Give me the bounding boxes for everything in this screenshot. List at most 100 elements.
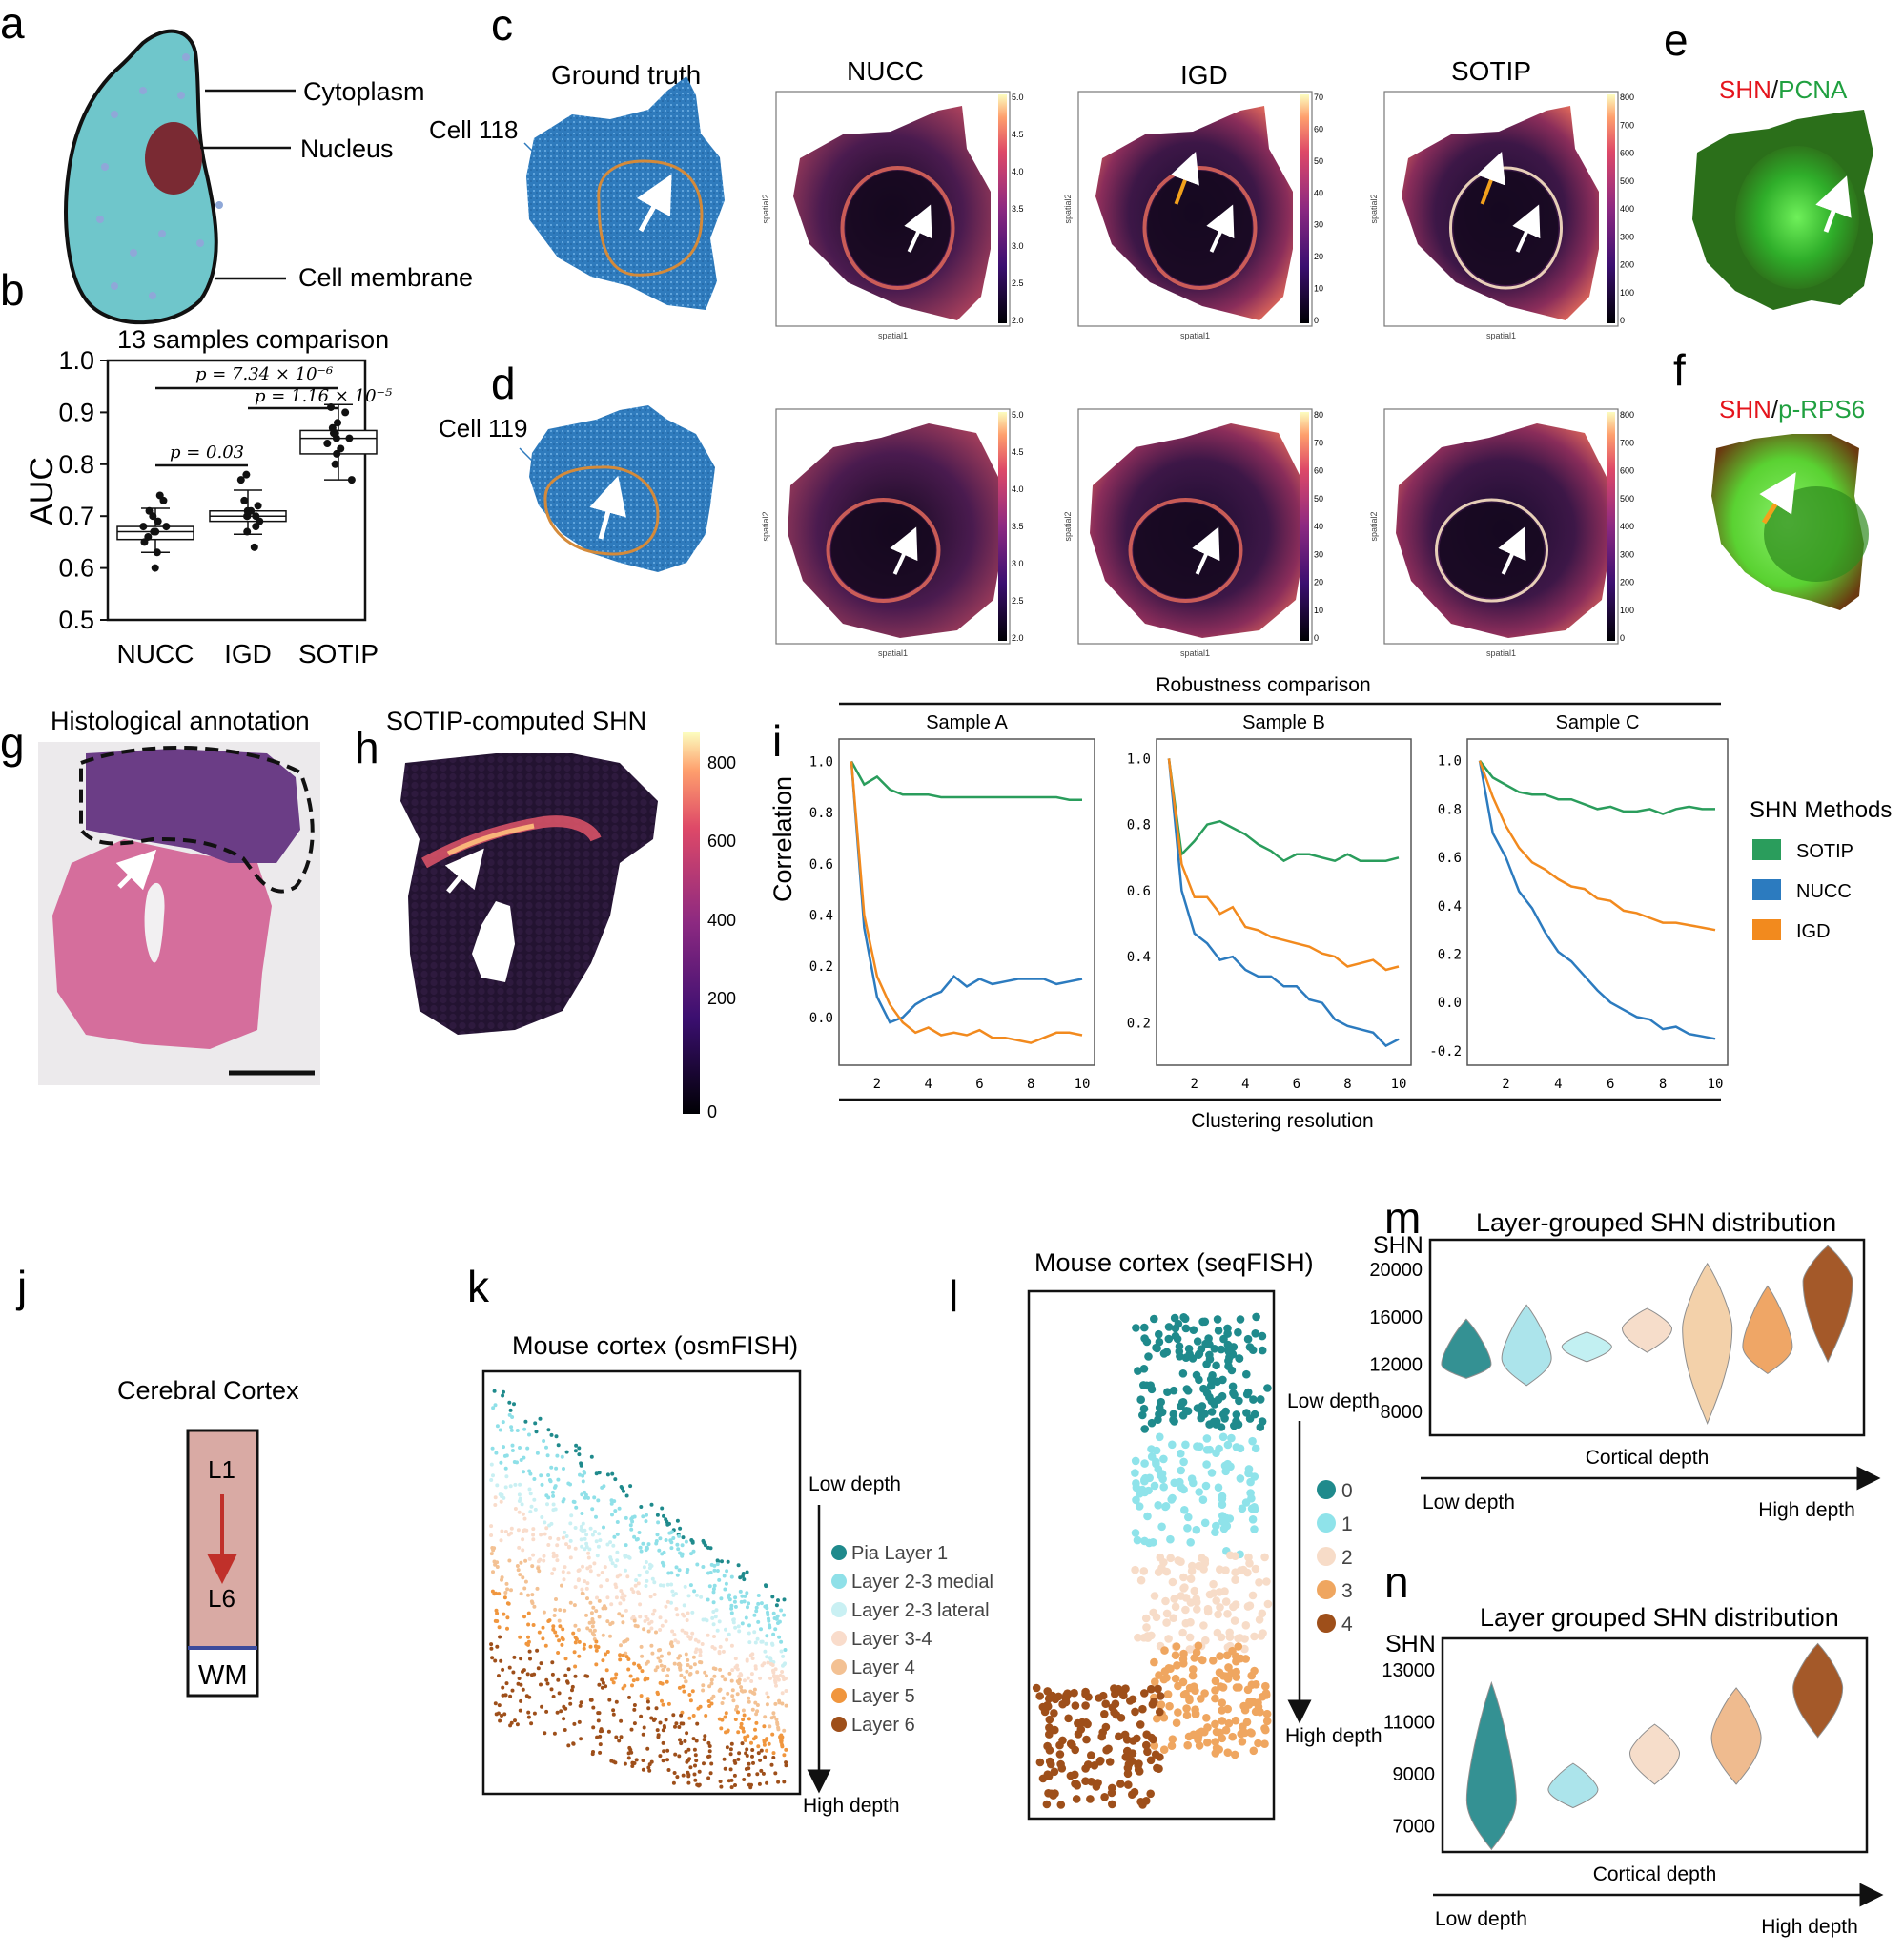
osm-cell-dot xyxy=(671,1536,676,1540)
seq-cell-dot xyxy=(1237,1729,1245,1739)
osm-cell-dot xyxy=(702,1761,706,1766)
osm-cell-dot xyxy=(618,1653,623,1657)
osm-cell-dot xyxy=(581,1564,584,1569)
osm-cell-dot xyxy=(586,1555,591,1560)
osm-cell-dot xyxy=(574,1443,579,1448)
seq-cell-dot xyxy=(1100,1793,1109,1801)
seq-cell-dot xyxy=(1196,1442,1204,1451)
seq-cell-dot xyxy=(1162,1609,1172,1618)
osm-cell-dot xyxy=(527,1469,532,1473)
osm-cell-dot xyxy=(534,1430,539,1434)
osm-cell-dot xyxy=(665,1522,670,1527)
seq-cell-dot xyxy=(1250,1525,1259,1533)
heatmap-colorbar-tick: 100 xyxy=(1620,288,1634,298)
osm-cell-dot xyxy=(515,1429,520,1432)
seq-cell-dot xyxy=(1164,1635,1173,1643)
osm-cell-dot xyxy=(771,1611,776,1615)
heatmap-colorbar-tick: 800 xyxy=(1620,410,1634,420)
osm-cell-dot xyxy=(605,1595,610,1600)
osm-cell-dot xyxy=(532,1497,537,1502)
seq-cell-dot xyxy=(1247,1680,1257,1689)
osm-cell-dot xyxy=(620,1595,624,1600)
osm-cell-dot xyxy=(753,1700,758,1705)
osm-cell-dot xyxy=(639,1549,644,1554)
heatmap-ylabel: spatial2 xyxy=(1063,511,1073,541)
osm-cell-dot xyxy=(632,1618,637,1623)
osm-cell-dot xyxy=(555,1710,560,1715)
osm-cell-dot xyxy=(705,1674,708,1678)
i-series-nucc xyxy=(1478,760,1716,1040)
osm-cell-dot xyxy=(518,1496,522,1501)
osm-cell-dot xyxy=(629,1516,634,1521)
heatmap-colorbar-tick: 600 xyxy=(1620,466,1634,476)
seq-cell-dot xyxy=(1077,1718,1087,1727)
seq-cell-dot xyxy=(1171,1674,1180,1683)
osm-cell-dot xyxy=(657,1648,661,1653)
osm-cell-dot xyxy=(776,1598,780,1603)
osm-cell-dot xyxy=(660,1623,665,1628)
heatmap-boundary xyxy=(1449,166,1563,290)
seq-cell-dot xyxy=(1232,1683,1241,1692)
osm-cell-dot xyxy=(522,1586,527,1591)
seq-cell-dot xyxy=(1229,1602,1238,1612)
osm-cell-dot xyxy=(637,1573,642,1577)
osm-cell-dot xyxy=(598,1750,603,1755)
osm-cell-dot xyxy=(669,1640,674,1645)
osm-cell-dot xyxy=(676,1640,681,1645)
osm-cell-dot xyxy=(510,1449,515,1452)
osm-cell-dot xyxy=(584,1545,589,1549)
seq-cell-dot xyxy=(1240,1644,1249,1654)
seq-cell-dot xyxy=(1200,1518,1210,1528)
heatmap-arrow-white xyxy=(904,204,932,253)
i-xtick-label: 2 xyxy=(1191,1077,1198,1092)
osm-cell-dot xyxy=(724,1711,728,1716)
osm-cell-dot xyxy=(745,1570,749,1574)
osm-cell-dot xyxy=(522,1516,527,1521)
osm-cell-dot xyxy=(775,1676,780,1680)
osm-cell-dot xyxy=(749,1740,753,1745)
osm-cell-dot xyxy=(530,1593,535,1597)
osm-cell-dot xyxy=(771,1670,776,1675)
osm-cell-dot xyxy=(709,1681,714,1686)
osm-cell-dot xyxy=(686,1747,691,1752)
heatmap-colorbar-tick: 300 xyxy=(1620,232,1634,241)
i-xtick-label: 6 xyxy=(975,1077,983,1092)
osm-cell-dot xyxy=(542,1554,546,1558)
osm-cell-dot xyxy=(639,1644,644,1649)
osm-cell-dot xyxy=(645,1699,650,1704)
osm-cell-dot xyxy=(742,1778,747,1781)
osm-cell-dot xyxy=(776,1727,781,1732)
seq-cell-dot xyxy=(1203,1607,1213,1616)
osm-cell-dot xyxy=(630,1683,634,1688)
osm-cell-dot xyxy=(706,1740,711,1745)
osm-scatter xyxy=(489,1389,788,1790)
osm-cell-dot xyxy=(711,1600,716,1605)
osm-cell-dot xyxy=(753,1727,757,1732)
osm-cell-dot xyxy=(774,1616,779,1621)
osm-cell-dot xyxy=(665,1582,670,1587)
osm-cell-dot xyxy=(573,1585,578,1590)
osm-cell-dot xyxy=(593,1530,597,1533)
seq-cell-dot xyxy=(1140,1425,1149,1433)
seq-cell-dot xyxy=(1098,1691,1108,1700)
osm-cell-dot xyxy=(673,1752,678,1757)
osm-cell-dot xyxy=(671,1780,676,1785)
osm-cell-dot xyxy=(682,1689,686,1694)
osm-cell-dot xyxy=(726,1559,730,1564)
osm-cell-dot xyxy=(552,1567,557,1572)
seq-cell-dot xyxy=(1115,1732,1123,1741)
osm-cell-dot xyxy=(554,1634,559,1638)
osm-cell-dot xyxy=(508,1484,513,1489)
osm-cell-dot xyxy=(725,1569,729,1574)
osm-cell-dot xyxy=(526,1593,530,1597)
osm-low-depth: Low depth xyxy=(809,1473,901,1495)
osm-cell-dot xyxy=(655,1533,660,1537)
osm-cell-dot xyxy=(508,1408,513,1412)
osm-cell-dot xyxy=(518,1446,522,1450)
seq-cell-dot xyxy=(1137,1485,1147,1494)
osm-cell-dot xyxy=(562,1497,566,1502)
osm-cell-dot xyxy=(707,1744,712,1748)
osm-cell-dot xyxy=(617,1739,622,1743)
osm-cell-dot xyxy=(491,1570,495,1574)
osm-cell-dot xyxy=(757,1781,762,1786)
